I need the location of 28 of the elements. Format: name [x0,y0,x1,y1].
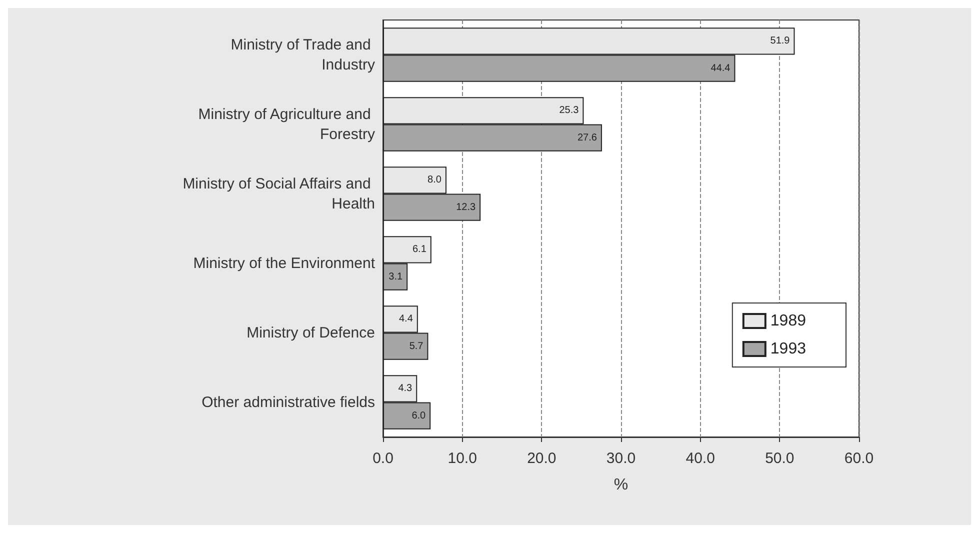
y-tick-label: Ministry of Defence [246,324,375,342]
y-tick-label: Other administrative fields [202,394,375,411]
data-label: 6.0 [412,410,426,422]
data-label: 25.3 [559,105,580,116]
data-label: 12.3 [456,202,476,213]
x-tick-label: 20.0 [527,450,556,467]
legend-label: 1989 [770,312,806,330]
x-tick-label: 40.0 [686,450,715,467]
x-tick-label: 50.0 [765,450,794,467]
data-label: 4.3 [398,383,413,394]
y-tick-label: Ministry of Social Affairs and Health [182,175,375,212]
x-tick-label: 30.0 [606,450,636,467]
data-label: 6.1 [412,244,427,256]
legend-label: 1993 [770,340,806,358]
y-tick-label: Ministry of the Environment [193,254,376,272]
x-tick-label: 60.0 [844,450,874,467]
x-axis-title: % [614,476,628,494]
data-label: 44.4 [710,62,731,74]
data-label: 3.1 [388,271,404,282]
data-label: 27.6 [577,132,598,144]
data-label: 51.9 [770,36,790,47]
x-tick-label: 0.0 [372,450,394,467]
x-tick-label: 10.0 [448,450,477,467]
data-label: 4.4 [399,314,414,325]
y-tick-label: Ministry of Agriculture and Forestry [198,106,376,143]
data-label: 8.0 [428,174,442,186]
data-label: 5.7 [409,340,424,352]
y-tick-label: Ministry of Trade and Industry [230,36,376,74]
